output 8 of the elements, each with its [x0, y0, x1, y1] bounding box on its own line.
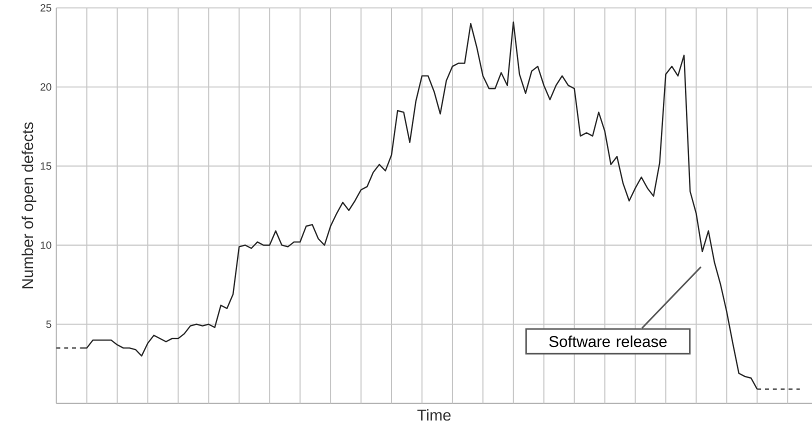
annotation: Software release: [549, 336, 667, 348]
y-axis-title: Number of open defects: [22, 122, 36, 288]
y-tick-label: 10: [40, 242, 52, 249]
y-tick-label: 15: [40, 162, 52, 170]
y-tick-label: 20: [40, 83, 52, 91]
y-tick-label: 5: [46, 320, 52, 328]
y-tick-label: 25: [40, 4, 52, 12]
x-axis-title: Time: [417, 409, 451, 421]
